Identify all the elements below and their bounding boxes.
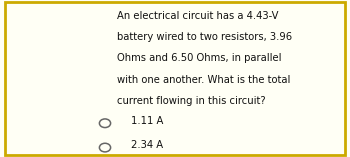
Text: Ohms and 6.50 Ohms, in parallel: Ohms and 6.50 Ohms, in parallel	[117, 53, 282, 63]
FancyBboxPatch shape	[5, 2, 345, 155]
Text: battery wired to two resistors, 3.96: battery wired to two resistors, 3.96	[117, 32, 292, 42]
Text: 1.11 A: 1.11 A	[131, 116, 164, 126]
Ellipse shape	[99, 119, 111, 127]
Text: current flowing in this circuit?: current flowing in this circuit?	[117, 96, 266, 106]
Text: 2.34 A: 2.34 A	[131, 140, 163, 150]
Ellipse shape	[99, 143, 111, 152]
Text: with one another. What is the total: with one another. What is the total	[117, 75, 290, 85]
Text: An electrical circuit has a 4.43-V: An electrical circuit has a 4.43-V	[117, 11, 279, 21]
